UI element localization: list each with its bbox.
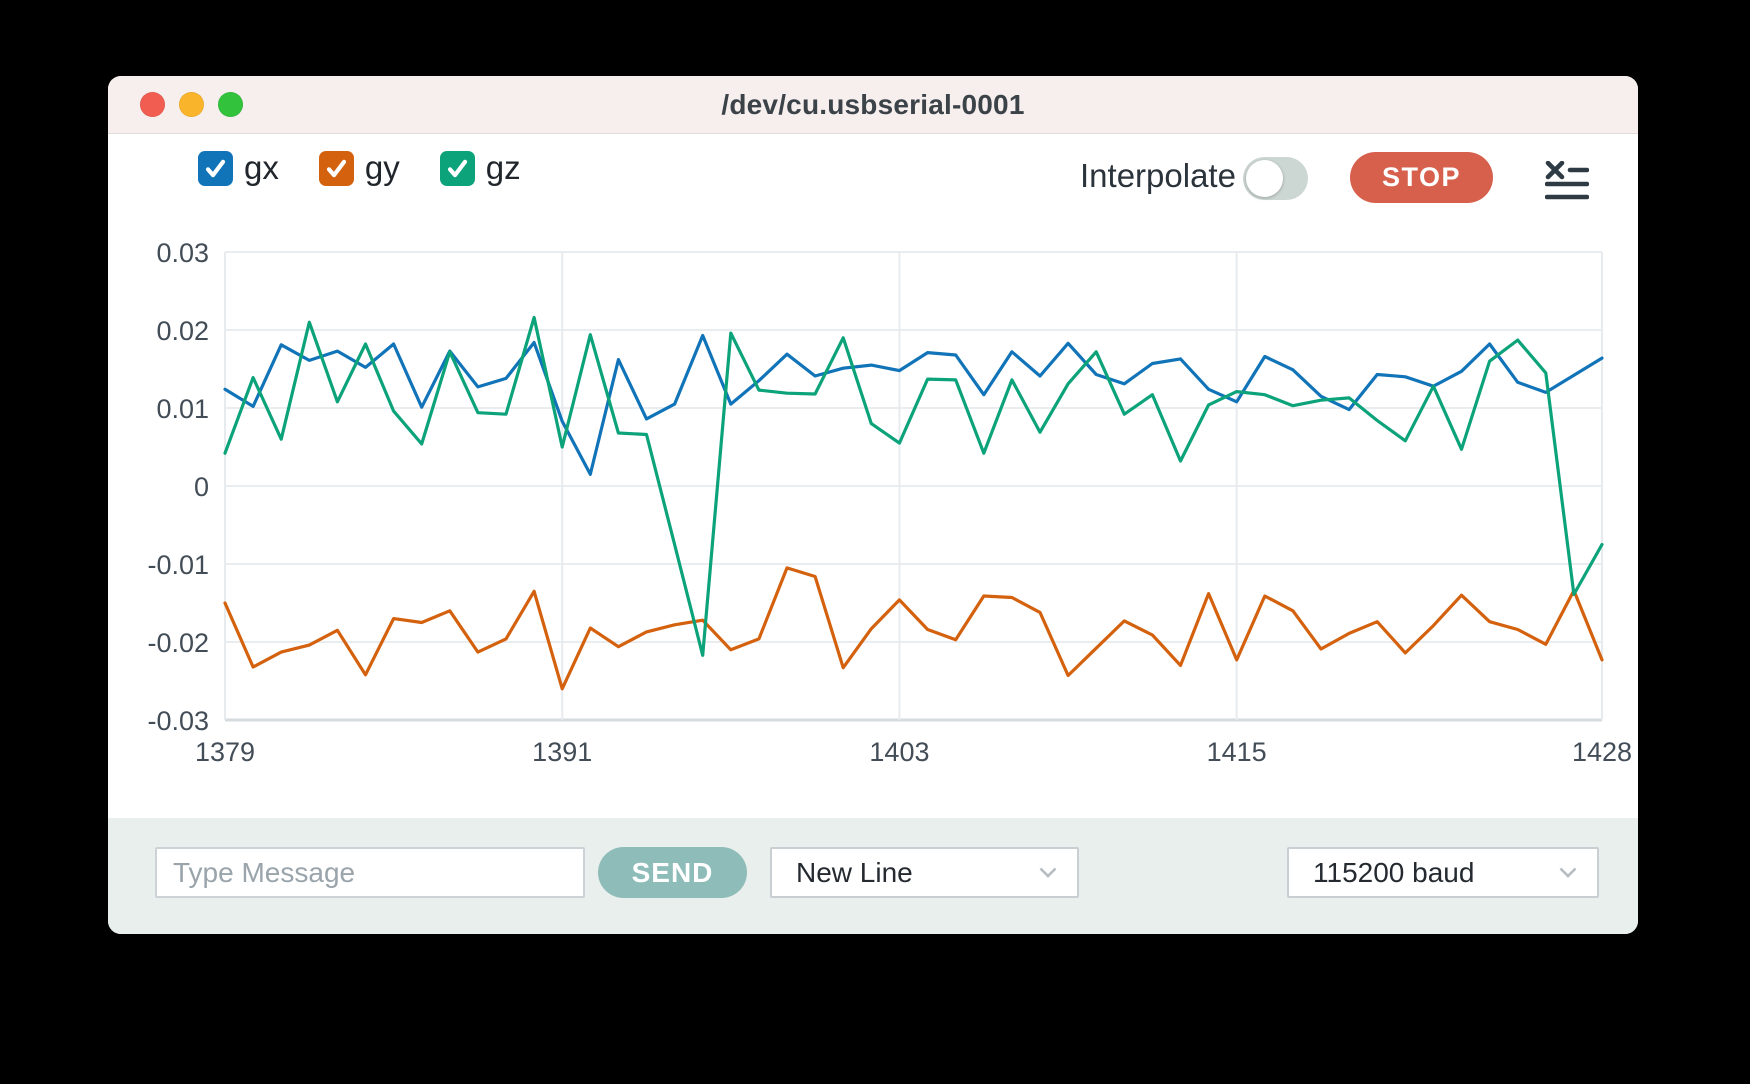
svg-text:-0.03: -0.03 xyxy=(147,706,209,736)
baud-rate-select[interactable]: 115200 baud xyxy=(1287,847,1599,898)
svg-text:1403: 1403 xyxy=(869,737,929,767)
check-icon xyxy=(205,159,226,177)
close-button[interactable] xyxy=(140,92,165,117)
svg-text:0.03: 0.03 xyxy=(156,238,209,268)
checkbox-checked-icon[interactable] xyxy=(318,150,354,186)
stop-button[interactable]: STOP xyxy=(1350,152,1493,203)
legend-item[interactable]: gz xyxy=(439,149,521,187)
interpolate-label: Interpolate xyxy=(1080,157,1236,194)
legend-item-label: gz xyxy=(485,149,521,186)
svg-text:0: 0 xyxy=(194,472,209,502)
title-bar: /dev/cu.usbserial-0001 xyxy=(108,76,1638,134)
svg-text:1391: 1391 xyxy=(532,737,592,767)
toggle-knob xyxy=(1246,160,1283,197)
legend-item-label: gy xyxy=(364,149,400,186)
app-window: /dev/cu.usbserial-0001 gx gy xyxy=(108,76,1638,934)
legend: gx gy gz xyxy=(198,149,521,187)
checkbox-checked-icon[interactable] xyxy=(439,150,475,186)
window-title: /dev/cu.usbserial-0001 xyxy=(721,88,1025,120)
svg-text:-0.02: -0.02 xyxy=(147,628,209,658)
baud-rate-value: 115200 baud xyxy=(1313,856,1475,888)
legend-item[interactable]: gx xyxy=(198,149,279,187)
send-button[interactable]: SEND xyxy=(598,847,747,898)
legend-item-label: gx xyxy=(244,149,279,186)
chevron-down-icon xyxy=(1039,867,1057,878)
traffic-lights xyxy=(140,92,243,117)
svg-text:-0.01: -0.01 xyxy=(147,550,209,580)
message-input[interactable] xyxy=(155,847,585,898)
zoom-button[interactable] xyxy=(218,92,243,117)
svg-text:1428: 1428 xyxy=(1572,737,1632,767)
svg-text:1415: 1415 xyxy=(1207,737,1267,767)
svg-text:0.01: 0.01 xyxy=(156,394,209,424)
svg-text:0.02: 0.02 xyxy=(156,316,209,346)
check-icon xyxy=(447,159,467,177)
interpolate-toggle[interactable] xyxy=(1243,157,1308,200)
legend-item[interactable]: gy xyxy=(318,149,400,187)
minimize-button[interactable] xyxy=(179,92,204,117)
checkbox-checked-icon[interactable] xyxy=(198,150,233,186)
chevron-down-icon xyxy=(1559,867,1577,878)
check-icon xyxy=(326,159,346,177)
line-ending-select[interactable]: New Line xyxy=(770,847,1079,898)
line-ending-value: New Line xyxy=(796,856,913,888)
svg-text:1379: 1379 xyxy=(195,737,255,767)
bottom-bar: SEND New Line 115200 baud xyxy=(108,818,1638,934)
clear-log-icon[interactable] xyxy=(1545,161,1589,201)
